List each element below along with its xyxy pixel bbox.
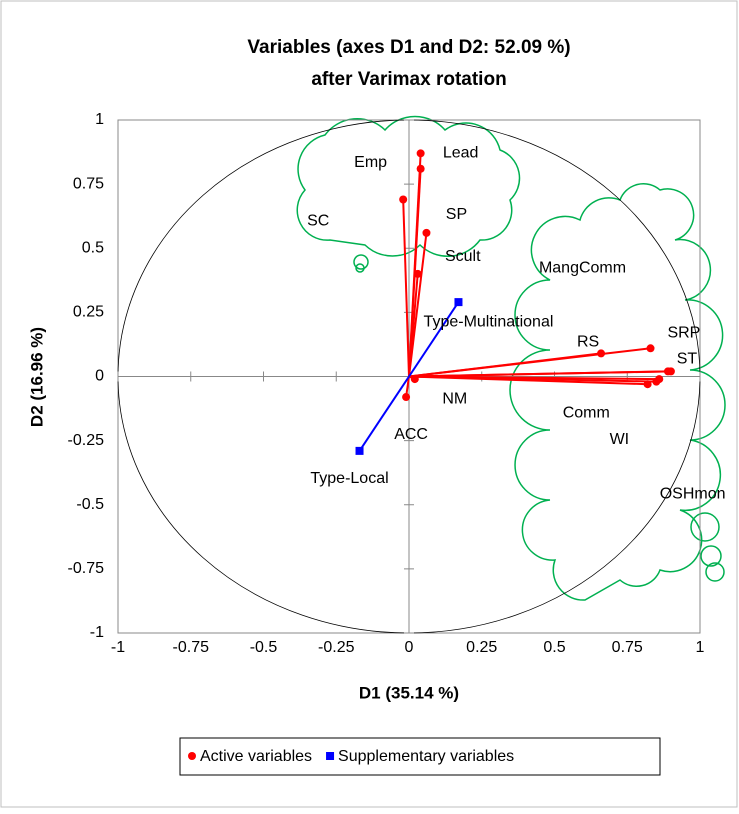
point-label: Type-Multinational bbox=[424, 313, 554, 330]
point bbox=[454, 298, 462, 306]
x-tick-label: 0.25 bbox=[466, 639, 497, 656]
y-tick-label: -0.75 bbox=[68, 560, 105, 577]
y-tick-label: 0.25 bbox=[73, 304, 104, 321]
point-label: RS bbox=[577, 334, 599, 351]
chart-title: Variables (axes D1 and D2: 52.09 %) bbox=[247, 37, 570, 58]
point-label: Scult bbox=[445, 248, 481, 265]
chart-title: after Varimax rotation bbox=[311, 69, 506, 90]
point bbox=[652, 378, 660, 386]
point bbox=[417, 149, 425, 157]
x-tick-label: -0.75 bbox=[173, 639, 210, 656]
point bbox=[417, 165, 425, 173]
y-tick-label: -0.25 bbox=[68, 432, 105, 449]
y-tick-label: -0.5 bbox=[76, 496, 104, 513]
point bbox=[647, 344, 655, 352]
x-tick-label: 1 bbox=[696, 639, 705, 656]
point bbox=[402, 393, 410, 401]
point-label: Type-Local bbox=[310, 470, 388, 487]
legend-label: Supplementary variables bbox=[338, 748, 514, 765]
point-label: SC bbox=[307, 213, 329, 230]
point bbox=[422, 229, 430, 237]
point-label: NM bbox=[442, 390, 467, 407]
point bbox=[399, 196, 407, 204]
x-tick-label: -0.5 bbox=[250, 639, 278, 656]
x-tick-label: 0.5 bbox=[543, 639, 565, 656]
y-axis-label: D2 (16.96 %) bbox=[27, 327, 46, 427]
point-label: SP bbox=[446, 206, 467, 223]
y-tick-label: 0 bbox=[95, 368, 104, 385]
chart: Variables (axes D1 and D2: 52.09 %) afte… bbox=[0, 0, 739, 809]
point-label: MangComm bbox=[539, 260, 626, 277]
point-label: SRP bbox=[667, 325, 700, 342]
point bbox=[414, 270, 422, 278]
point bbox=[644, 380, 652, 388]
x-tick-label: 0 bbox=[405, 639, 414, 656]
y-tick-label: 0.75 bbox=[73, 175, 104, 192]
point-label: Lead bbox=[443, 145, 479, 162]
point-label: Comm bbox=[563, 404, 610, 421]
legend-label: Active variables bbox=[200, 748, 312, 765]
x-axis-label: D1 (35.14 %) bbox=[359, 683, 459, 702]
legend-marker bbox=[188, 752, 196, 760]
point-label: Emp bbox=[354, 154, 387, 171]
x-tick-label: -0.25 bbox=[318, 639, 355, 656]
point-label: WI bbox=[610, 431, 630, 448]
point-label: OSHmon bbox=[660, 485, 726, 502]
y-tick-label: 1 bbox=[95, 111, 104, 128]
point bbox=[356, 447, 364, 455]
x-tick-label: -1 bbox=[111, 639, 125, 656]
legend-marker bbox=[326, 752, 334, 760]
y-tick-label: -1 bbox=[90, 624, 104, 641]
y-tick-label: 0.5 bbox=[82, 239, 104, 256]
x-tick-label: 0.75 bbox=[612, 639, 643, 656]
point bbox=[411, 375, 419, 383]
point-label: ST bbox=[677, 351, 698, 368]
point-label: ACC bbox=[394, 426, 428, 443]
point bbox=[664, 367, 672, 375]
